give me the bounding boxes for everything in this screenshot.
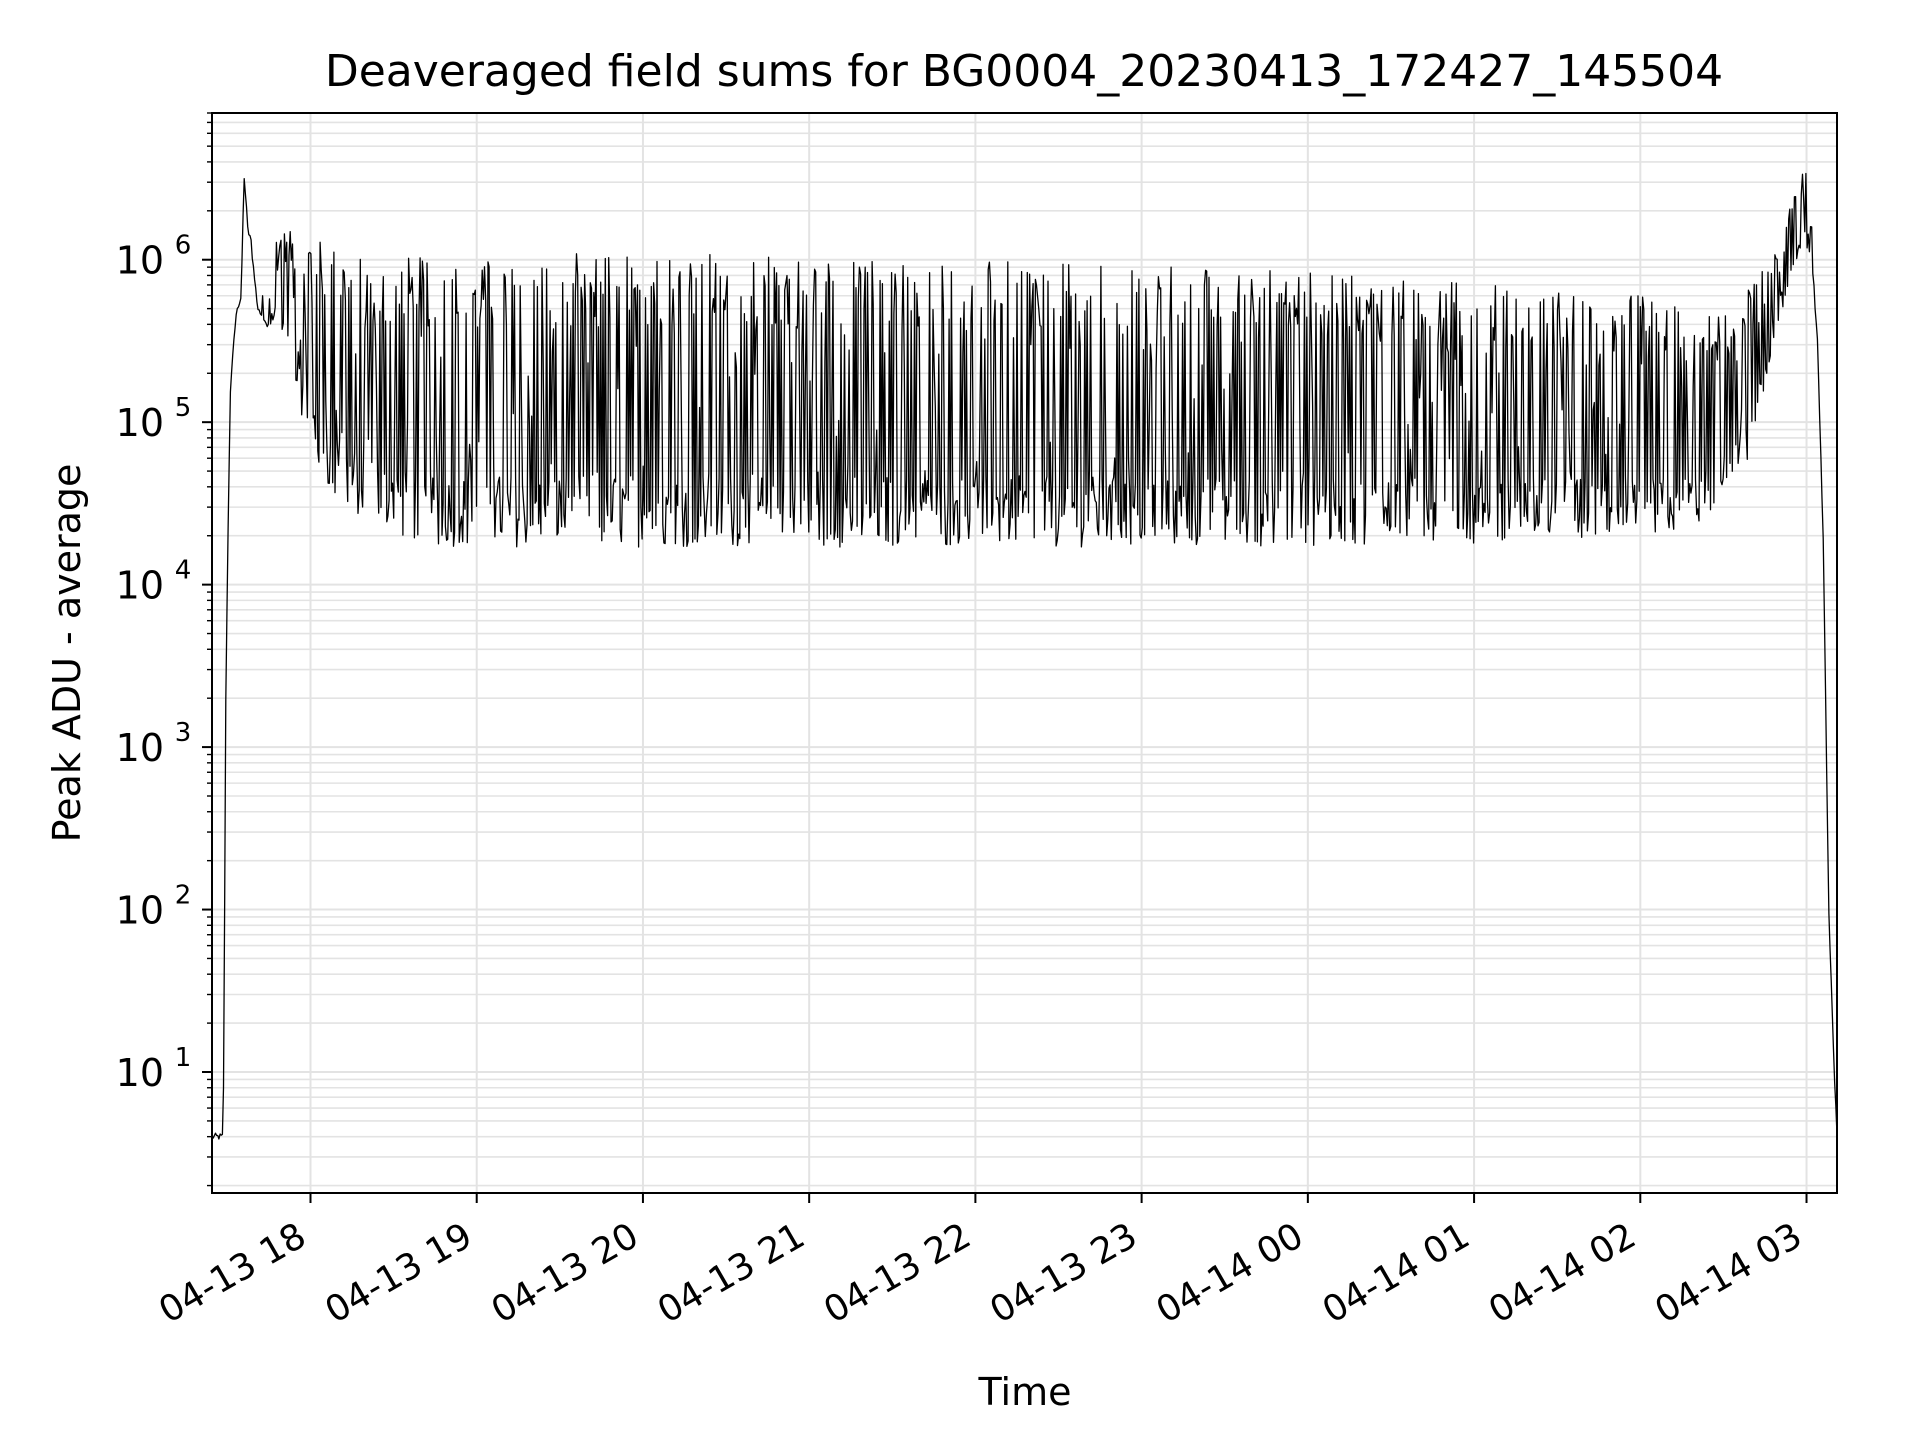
y-tick-label: 10 [116,564,164,608]
plot-data [212,172,1837,1140]
plot-frame [211,112,1838,1194]
y-tick-label: 10 [116,1051,164,1095]
y-tick-label-exponent: 4 [175,556,192,586]
y-tick-label-exponent: 3 [175,718,192,748]
y-tick-label: 10 [116,726,164,770]
series-line [212,172,1837,1140]
y-tick-label: 10 [116,889,164,933]
y-tick-label-exponent: 6 [175,231,192,261]
y-tick-label-exponent: 1 [175,1043,192,1073]
x-axis-label: Time [978,1370,1072,1414]
y-tick-label-exponent: 2 [175,881,192,911]
chart-title: Deaveraged field sums for BG0004_2023041… [325,46,1723,97]
y-tick-label-exponent: 5 [175,393,192,423]
y-tick-label: 10 [116,401,164,445]
y-tick-label-base: 10 [116,889,164,933]
y-axis-label: Peak ADU - average [45,464,89,843]
y-tick-label-base: 10 [116,401,164,445]
y-tick-label-base: 10 [116,1051,164,1095]
y-tick-label-base: 10 [116,726,164,770]
y-tick-label-base: 10 [116,239,164,283]
y-tick-label: 10 [116,239,164,283]
y-tick-label-base: 10 [116,564,164,608]
